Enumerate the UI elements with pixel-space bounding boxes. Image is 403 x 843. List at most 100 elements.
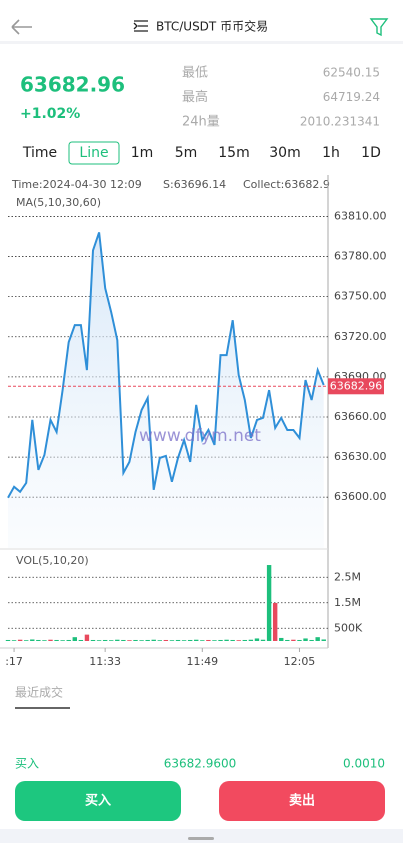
last-price: 63682.96 [20,73,125,97]
interval-tab[interactable]: Line [79,145,108,161]
volume-bar [230,639,235,641]
volume-bar [11,640,17,641]
volume-bar [96,640,102,641]
interval-tab[interactable]: 15m [218,145,249,161]
volume-bar [121,639,126,641]
volume-bar [84,634,90,641]
volume-bar [254,638,260,641]
last-price-label: 63682.96 [330,379,383,392]
volume-bar [5,639,11,641]
ma-label: MA(5,10,30,60) [16,196,101,209]
volume-bar [90,639,96,641]
volume-bar [242,639,248,641]
volume-bar [54,639,59,641]
volume-bar [127,640,132,641]
price-line [7,232,325,499]
volume-bar [169,640,175,641]
volume-bar [72,637,77,641]
y-tick-label: 63810.00 [334,209,387,222]
x-tick-label: 11:33 [89,655,121,668]
menu-icon[interactable] [133,20,148,32]
header-shadow [0,41,403,44]
interval-selected-box [68,141,120,165]
bottom-bar [0,829,403,843]
price-change: +1.02% [20,106,80,122]
y-tick-label: 63630.00 [334,450,387,463]
volume-bar [272,603,278,641]
interval-tab[interactable]: Time [22,145,57,161]
stat-label: 24h量 [182,115,220,130]
volume-bar [24,640,29,641]
volume-bar [78,639,84,641]
sell-button[interactable] [219,781,385,821]
interval-tab[interactable]: 30m [269,145,300,161]
y-tick-label: 63780.00 [334,250,387,263]
header-bar [0,0,403,42]
volume-bar [224,639,229,641]
volume-bar [321,639,326,641]
vol-label: VOL(5,10,20) [16,554,89,567]
buy-button[interactable] [15,781,181,821]
volume-bar [194,639,199,641]
volume-bar [248,639,254,641]
price-area [8,232,324,548]
buy-label: 买入 [85,794,111,809]
volume-bar [266,565,272,641]
interval-tab[interactable]: 1m [131,145,154,161]
interval-tab[interactable]: 1D [361,145,381,161]
home-indicator [188,837,214,840]
back-button[interactable] [11,19,32,35]
y-tick-label: 2.5M [334,570,361,583]
x-tick-label: :17 [5,655,23,668]
trade-cell: 63682.9600 [164,757,237,771]
stat-value: 64719.24 [323,90,380,104]
volume-bar [200,640,205,641]
volume-bar [115,639,120,641]
volume-bar [102,639,108,641]
y-tick-label: 63600.00 [334,490,387,503]
trade-cell: 0.0010 [343,757,385,771]
stat-label: 最低 [182,66,208,81]
volume-bar [212,640,217,641]
volume-bar [151,639,156,641]
volume-bar [163,639,169,641]
volume-bar [42,640,47,641]
interval-tab[interactable]: 1h [322,145,340,161]
y-tick-label: 63660.00 [334,410,387,423]
volume-bar [175,639,181,641]
volume-bar [109,640,114,641]
volume-bar [206,639,211,641]
volume-bar [279,637,284,641]
y-tick-label: 63750.00 [334,290,387,303]
volume-bar [157,640,163,641]
info-s: S:63696.14 [163,178,226,191]
volume-bar [285,639,290,641]
interval-tab[interactable]: 5m [175,145,198,161]
volume-bar [30,639,35,641]
info-time: Time:2024-04-30 12:09 [11,178,142,191]
volume-bar [48,639,53,641]
stat-value: 2010.231341 [300,115,380,129]
stat-label: 最高 [182,89,208,105]
sell-label: 卖出 [289,793,315,809]
watermark: www.dfym.net [139,426,261,446]
volume-bar [60,640,65,641]
volume-bar [181,640,187,641]
volume-bar [66,639,71,641]
volume-bar [133,639,138,641]
trades-title[interactable]: 最近成交 [15,685,63,700]
info-collect: Collect:63682.9 [243,178,330,191]
volume-bar [303,638,308,641]
filter-button[interactable] [369,18,389,37]
volume-bar [291,639,296,641]
volume-bar [297,639,302,641]
y-tick-label: 1.5M [334,596,361,609]
y-tick-label: 500K [334,621,363,634]
volume-bar [187,639,193,641]
volume-bar [36,639,41,641]
volume-bar [236,640,241,641]
stat-value: 62540.15 [323,66,380,80]
volume-bar [218,639,223,641]
